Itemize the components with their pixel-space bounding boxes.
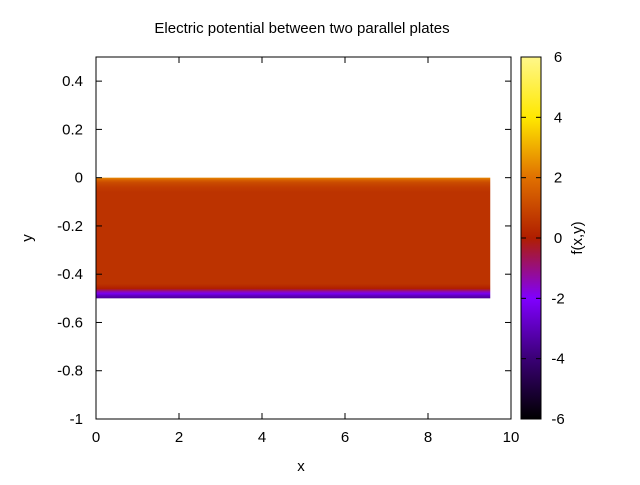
y-tick-label: -0.8 bbox=[57, 363, 83, 380]
y-tick-label: -0.2 bbox=[57, 218, 83, 235]
x-tick-label: 6 bbox=[341, 429, 349, 446]
colorbar-tick-label: -6 bbox=[551, 411, 564, 428]
x-ticks: 0 2 4 6 8 10 bbox=[92, 57, 520, 446]
y-tick-label: 0.2 bbox=[62, 121, 83, 138]
x-tick-label: 10 bbox=[503, 429, 520, 446]
y-axis-label: y bbox=[19, 234, 36, 242]
colorbar-tick-label: 0 bbox=[554, 230, 562, 247]
colorbar: 6 4 2 0 -2 -4 -6 bbox=[520, 49, 565, 428]
colorbar-tick-label: 2 bbox=[554, 170, 562, 187]
x-axis-label: x bbox=[297, 458, 305, 475]
x-tick-label: 8 bbox=[424, 429, 432, 446]
heat-layer bbox=[96, 177, 491, 299]
colorbar-tick-label: -2 bbox=[551, 290, 564, 307]
colorbar-tick-label: 4 bbox=[554, 109, 562, 126]
y-tick-label: 0 bbox=[75, 170, 83, 187]
y-tick-label: -0.6 bbox=[57, 314, 83, 331]
colorbar-fill bbox=[521, 57, 541, 419]
heatmap-band bbox=[96, 177, 491, 299]
plot-frame bbox=[95, 56, 512, 420]
y-tick-label: 0.4 bbox=[62, 73, 83, 90]
x-tick-label: 4 bbox=[258, 429, 266, 446]
colorbar-label: f(x,y) bbox=[569, 221, 586, 254]
chart-title: Electric potential between two parallel … bbox=[154, 20, 449, 37]
colorbar-tick-label: -4 bbox=[551, 351, 564, 368]
colorbar-tick-label: 6 bbox=[554, 49, 562, 66]
y-tick-label: -0.4 bbox=[57, 266, 83, 283]
x-tick-label: 0 bbox=[92, 429, 100, 446]
y-ticks: 0.4 0.2 0 -0.2 -0.4 -0.6 -0.8 -1 bbox=[57, 73, 511, 428]
y-tick-label: -1 bbox=[70, 411, 83, 428]
x-tick-label: 2 bbox=[175, 429, 183, 446]
